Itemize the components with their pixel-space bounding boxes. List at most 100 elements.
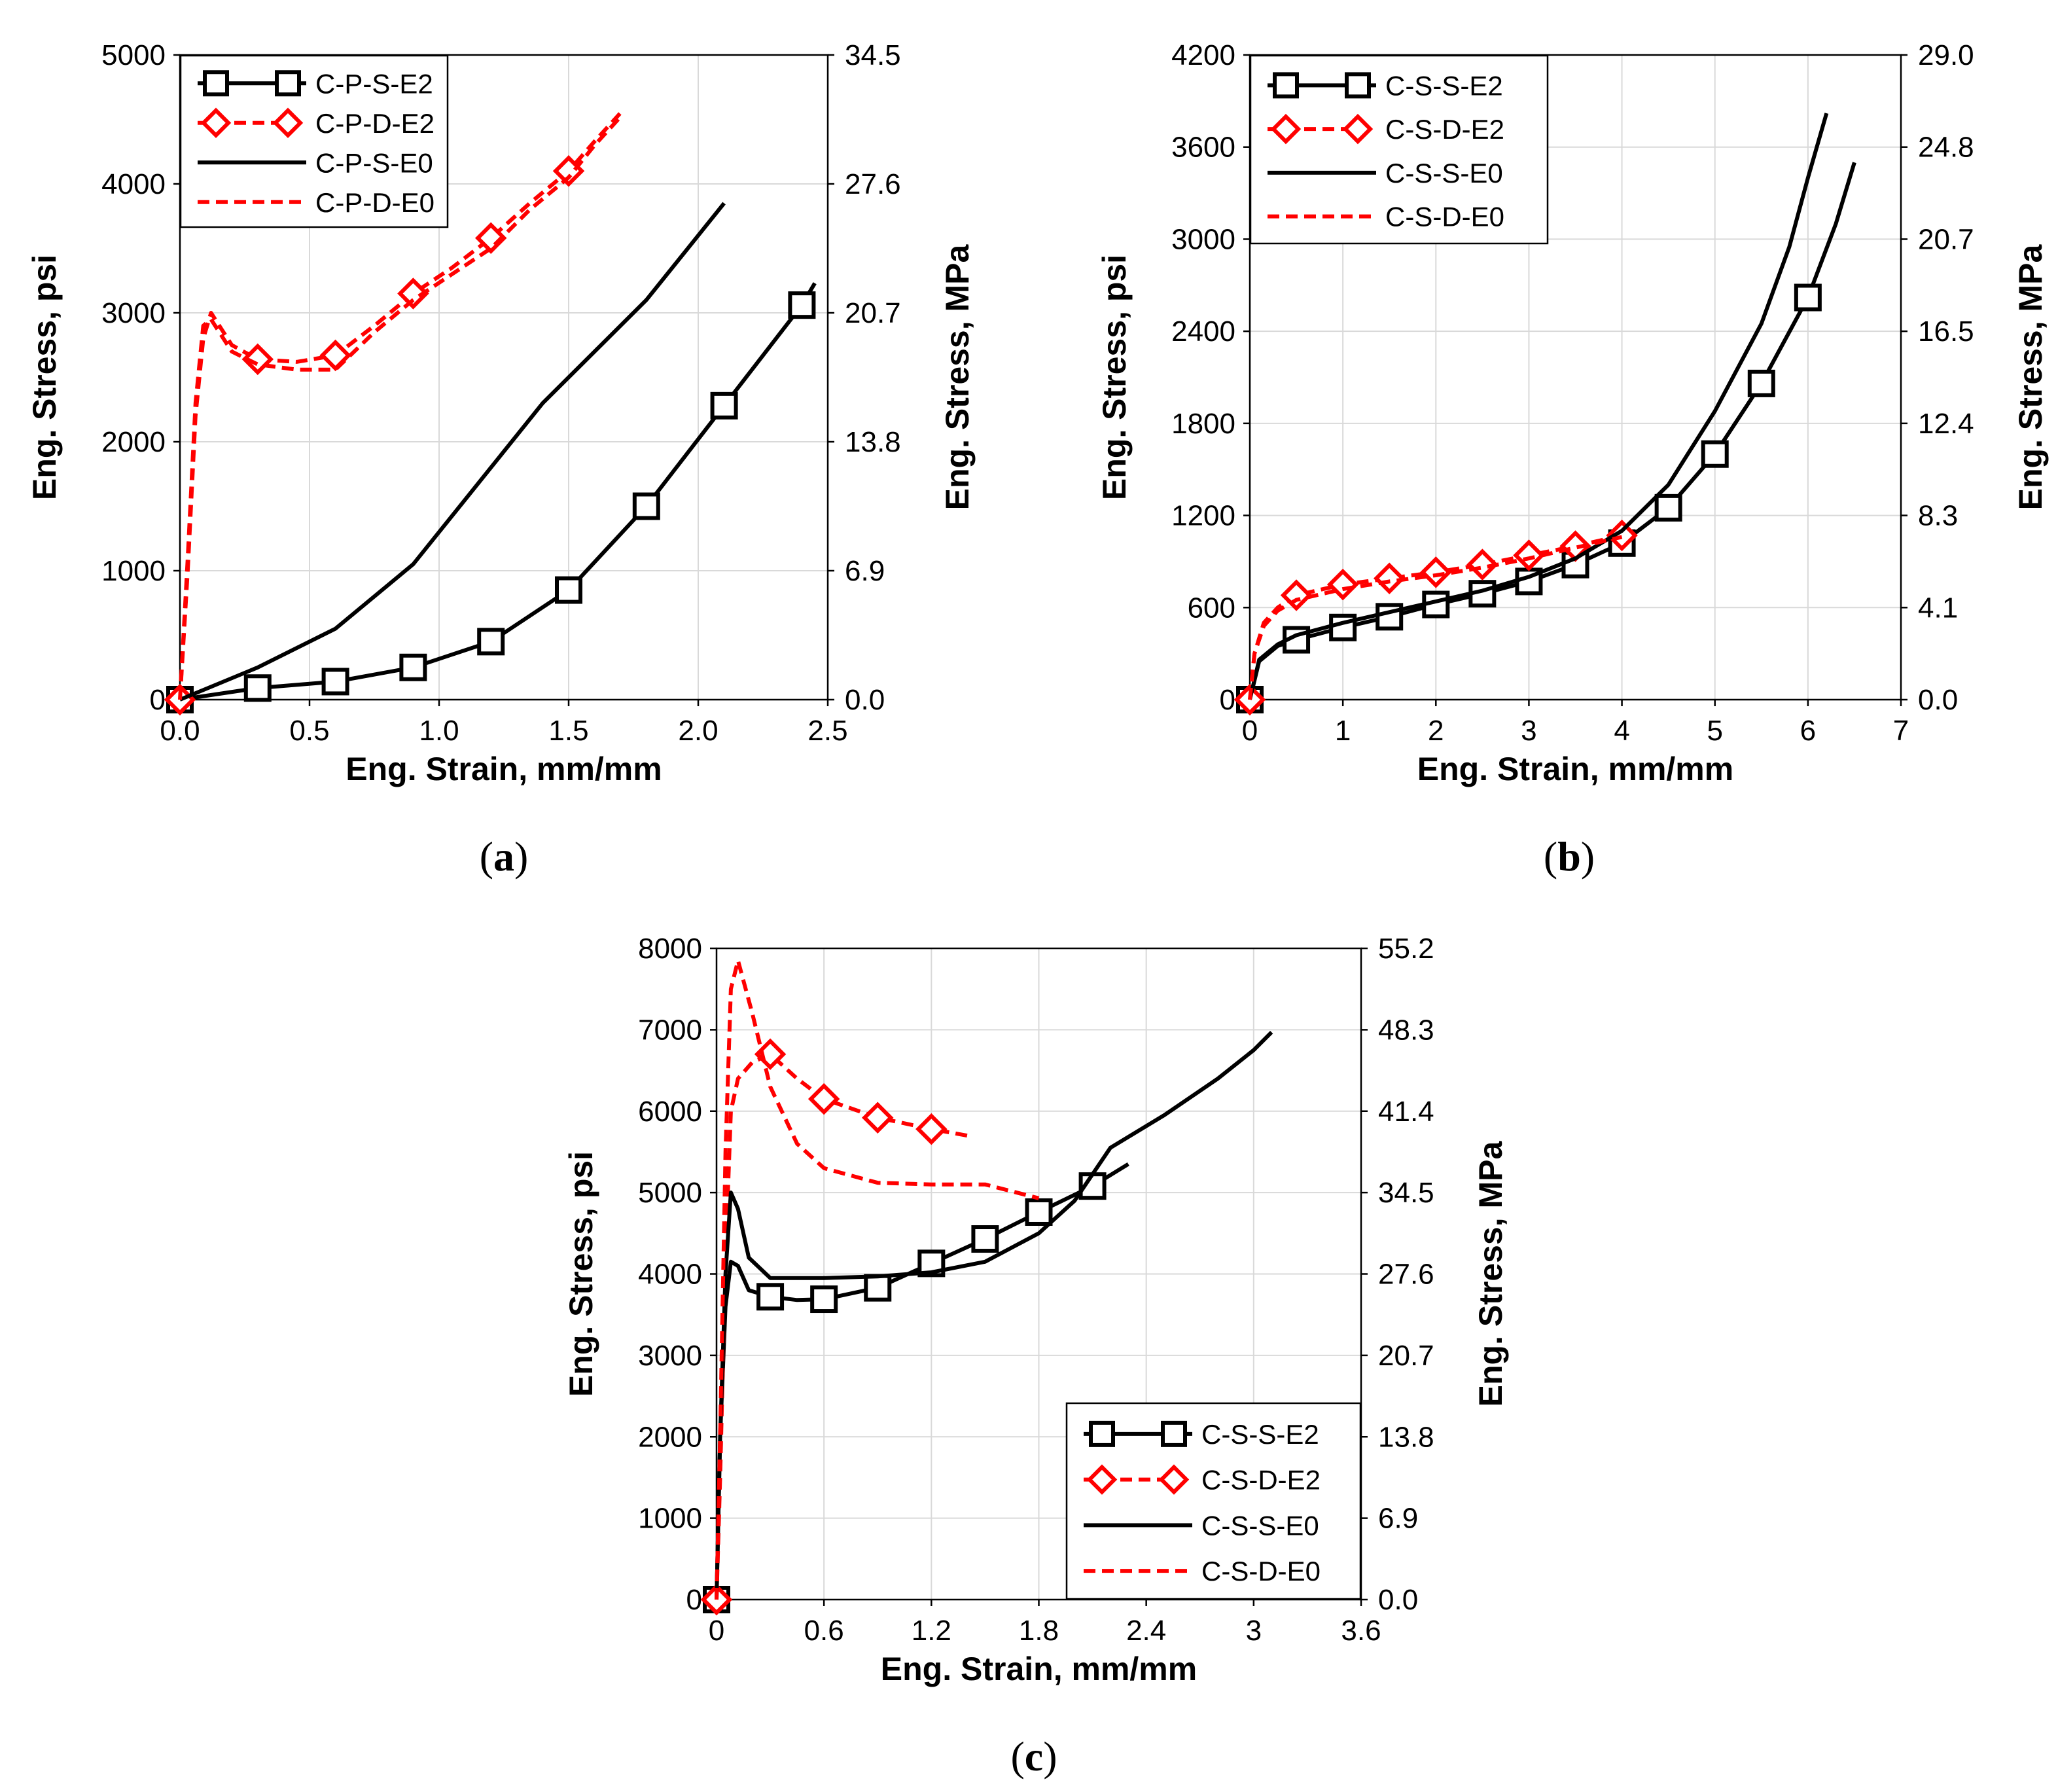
y-axis-title: Eng. Stress, psi: [563, 1151, 599, 1397]
data-point-C-P-S-E2: [555, 576, 582, 604]
y2-axis-title: Eng. Stress, MPa: [1472, 1140, 1509, 1407]
legend-label: C-S-D-E2: [1201, 1465, 1321, 1496]
legend-label: C-S-D-E0: [1201, 1556, 1321, 1586]
y2-tick-label: 20.7: [845, 297, 901, 329]
caption-open: (: [1010, 1733, 1024, 1780]
legend-swatch-marker: [1089, 1420, 1115, 1447]
series-C-P-S-E2: [166, 282, 817, 713]
chart-a: 0.0 0.5 1.0 1.5 2.0 2.5 0 1000 2000 3000 4000 5000 0…: [26, 39, 976, 880]
data-point-C-S-D-E2: [1373, 562, 1406, 594]
caption-letter: b: [1557, 833, 1581, 880]
legend: C-P-S-E2 C-P-D-E2 C-P-S-E0 C-P-D-E0: [179, 54, 449, 228]
caption-close: ): [1043, 1733, 1057, 1780]
y-tick-label: 0: [1220, 684, 1235, 716]
series-C-S-S-E2: [703, 1162, 1129, 1613]
legend-swatch-marker: [1342, 113, 1374, 145]
caption-close: ): [514, 833, 528, 880]
y2-tick-label: 6.9: [845, 555, 885, 587]
data-point-C-S-D-E2: [807, 1083, 840, 1115]
y-tick-label: 3000: [638, 1340, 702, 1372]
data-point-C-S-S-E2: [1747, 369, 1775, 397]
x-tick-label: 1.8: [1019, 1615, 1059, 1647]
y2-tick-label: 8.3: [1918, 500, 1958, 532]
data-point-C-S-S-E2: [1375, 603, 1404, 631]
legend-swatch-marker: [203, 70, 229, 97]
y-tick-label: 2000: [638, 1421, 702, 1453]
x-tick-label: 2.0: [678, 715, 718, 747]
figure-caption: (a): [480, 833, 529, 880]
data-point-C-S-S-E2: [756, 1283, 785, 1311]
y2-axis-title: Eng. Stress, MPa: [2012, 243, 2049, 510]
y2-tick-label: 27.6: [845, 168, 901, 200]
data-point-C-S-D-E2: [1280, 579, 1313, 611]
x-tick-label: 1.5: [548, 715, 588, 747]
caption-open: (: [1544, 833, 1557, 880]
x-tick-label: 4: [1614, 715, 1629, 747]
y-tick-label: 4000: [638, 1259, 702, 1291]
series-line-C-S-S-E0: [715, 1030, 1273, 1600]
figure-caption: (c): [1010, 1733, 1057, 1780]
y-axis-title: Eng. Stress, psi: [1096, 255, 1133, 500]
y-tick-label: 2000: [101, 426, 166, 458]
data-point-C-S-S-E2: [1794, 283, 1822, 312]
y2-tick-label: 0.0: [845, 684, 885, 716]
x-axis-title: Eng. Strain, mm/mm: [346, 751, 662, 787]
data-point-C-P-D-E2: [319, 339, 351, 372]
legend-label: C-S-D-E2: [1385, 114, 1504, 145]
figure-caption: (b): [1544, 833, 1595, 880]
legend-label: C-P-D-E0: [315, 187, 435, 218]
data-point-C-P-S-E2: [477, 628, 505, 656]
y2-tick-label: 16.5: [1918, 315, 1974, 348]
caption-close: ): [1581, 833, 1595, 880]
data-point-C-S-S-E2: [1654, 493, 1682, 522]
y2-tick-label: 24.8: [1918, 132, 1974, 164]
y-tick-label: 0: [150, 684, 166, 716]
x-axis-title: Eng. Strain, mm/mm: [881, 1651, 1197, 1687]
x-tick-label: 3: [1521, 715, 1536, 747]
y2-tick-label: 12.4: [1918, 408, 1974, 440]
data-point-C-S-D-E2: [1513, 539, 1545, 571]
data-point-C-S-S-E2: [971, 1225, 999, 1253]
y2-axis-title: Eng. Stress, MPa: [939, 243, 976, 510]
y-tick-label: 3000: [101, 297, 166, 329]
series-line-C-P-D-E0: [178, 115, 622, 700]
legend-label: C-P-S-E2: [315, 68, 433, 99]
data-point-C-P-S-E2: [710, 391, 738, 420]
data-point-C-S-D-E2: [1466, 548, 1499, 581]
chart-c: 0 0.6 1.2 1.8 2.4 3 3.6 0 1000 2000 3000 4000 5000 60…: [563, 933, 1509, 1780]
y-tick-label: 4200: [1171, 39, 1235, 71]
legend-label: C-S-S-E0: [1201, 1510, 1319, 1541]
x-tick-label: 6: [1800, 715, 1816, 747]
y-tick-label: 8000: [638, 933, 702, 965]
legend-label: C-P-D-E2: [315, 108, 435, 139]
data-point-C-S-S-E2: [1701, 440, 1729, 468]
y-tick-label: 1000: [101, 555, 166, 587]
legend-swatch-marker: [200, 107, 232, 138]
data-point-C-P-S-E2: [399, 653, 427, 681]
x-tick-label: 0: [709, 1615, 724, 1647]
y2-tick-label: 0.0: [1378, 1584, 1418, 1616]
legend: C-S-S-E2 C-S-D-E2 C-S-S-E0 C-S-D-E0: [1249, 54, 1549, 245]
y2-tick-label: 13.8: [845, 426, 901, 458]
x-tick-label: 0.5: [289, 715, 329, 747]
legend-swatch-marker: [1345, 72, 1371, 99]
y-tick-label: 3000: [1171, 223, 1235, 255]
x-tick-label: 2.4: [1126, 1615, 1166, 1647]
data-point-C-S-S-E2: [864, 1274, 892, 1302]
series-C-P-D-E0: [178, 115, 622, 700]
x-tick-label: 7: [1893, 715, 1909, 747]
series-line-C-P-S-E2: [179, 282, 817, 702]
data-point-C-S-D-E2: [1606, 519, 1638, 552]
y-tick-label: 4000: [101, 168, 166, 200]
y2-tick-label: 48.3: [1378, 1014, 1434, 1046]
series-line-C-P-S-E0: [179, 202, 726, 702]
series-line-C-S-D-E2: [1248, 533, 1623, 700]
legend-label: C-S-S-E2: [1385, 70, 1503, 101]
y-tick-label: 2400: [1171, 315, 1235, 348]
chart-b: 0 1 2 3 4 5 6 7 0 600 1200 1800 2400 3000 3600 4200 0.0 4…: [1096, 39, 2049, 880]
y-tick-label: 1200: [1171, 500, 1235, 532]
data-point-C-S-D-E2: [1420, 556, 1452, 588]
y2-tick-label: 27.6: [1378, 1259, 1434, 1291]
legend: C-S-S-E2 C-S-D-E2 C-S-S-E0 C-S-D-E0: [1065, 1402, 1362, 1600]
